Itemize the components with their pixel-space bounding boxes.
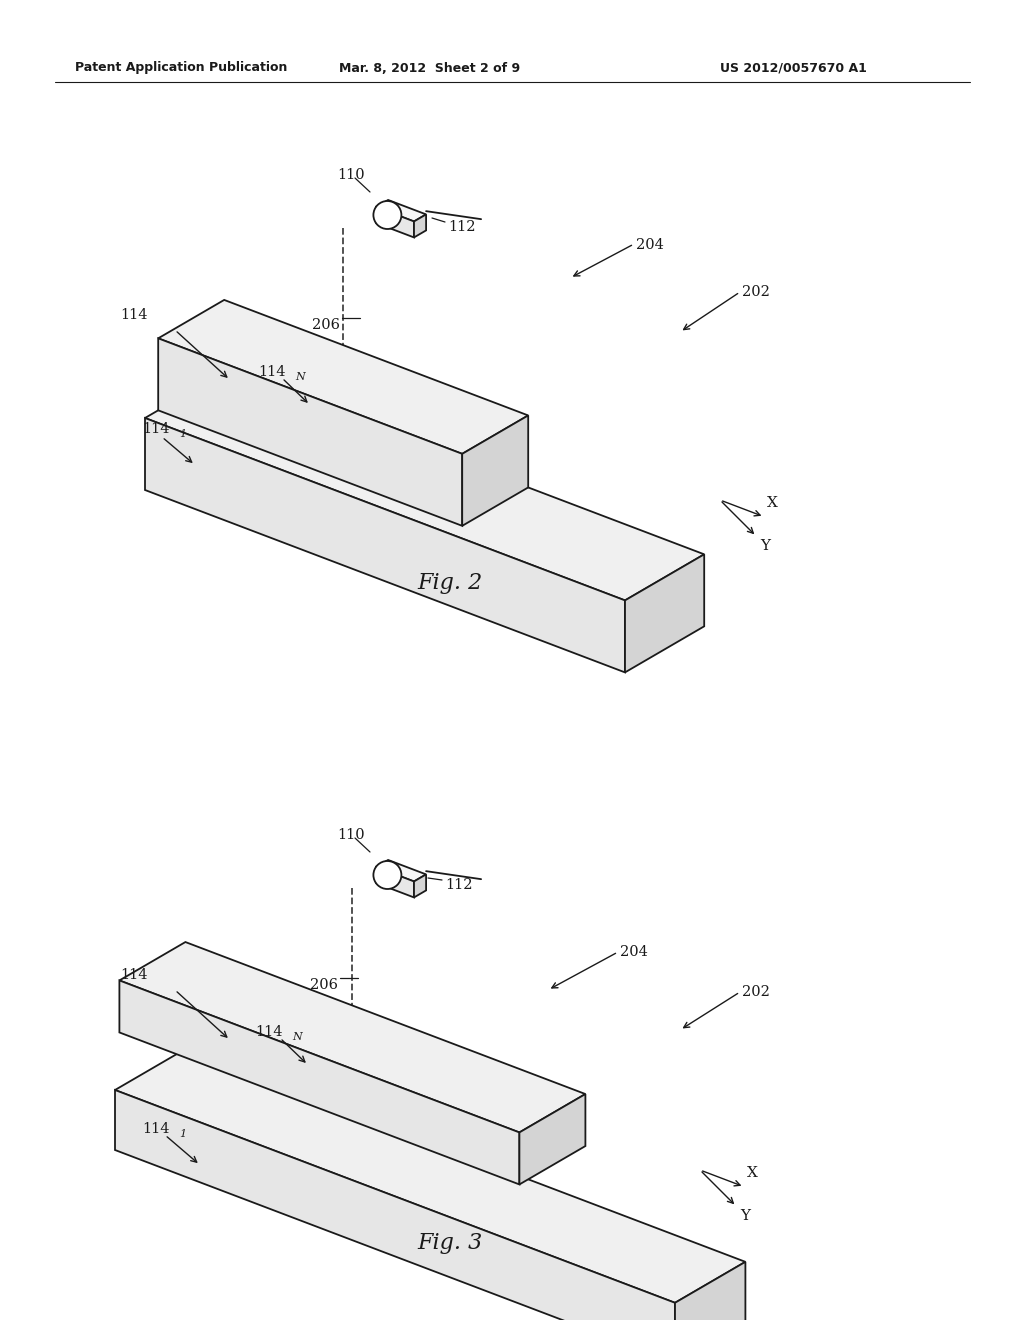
Text: 202: 202 bbox=[742, 285, 770, 300]
Text: 114: 114 bbox=[121, 968, 148, 982]
Text: 114: 114 bbox=[121, 308, 148, 322]
Text: 206: 206 bbox=[310, 978, 338, 993]
Polygon shape bbox=[120, 981, 519, 1184]
Polygon shape bbox=[519, 1094, 586, 1184]
Text: Mar. 8, 2012  Sheet 2 of 9: Mar. 8, 2012 Sheet 2 of 9 bbox=[339, 62, 520, 74]
Text: Patent Application Publication: Patent Application Publication bbox=[75, 62, 288, 74]
Text: X: X bbox=[746, 1166, 758, 1180]
Polygon shape bbox=[115, 1049, 745, 1303]
Text: 202: 202 bbox=[742, 985, 770, 999]
Polygon shape bbox=[158, 300, 528, 454]
Polygon shape bbox=[625, 554, 705, 672]
Text: 206: 206 bbox=[312, 318, 340, 333]
Text: 114: 114 bbox=[142, 422, 170, 436]
Polygon shape bbox=[414, 214, 426, 238]
Circle shape bbox=[374, 201, 401, 228]
Text: 114: 114 bbox=[258, 366, 286, 379]
Polygon shape bbox=[120, 942, 586, 1133]
Polygon shape bbox=[414, 874, 426, 898]
Text: 112: 112 bbox=[449, 220, 475, 234]
Text: Y: Y bbox=[740, 1209, 751, 1224]
Text: 1: 1 bbox=[179, 1129, 186, 1139]
Text: X: X bbox=[767, 496, 777, 510]
Text: 204: 204 bbox=[620, 945, 648, 960]
Polygon shape bbox=[115, 1090, 675, 1320]
Polygon shape bbox=[145, 372, 705, 601]
Polygon shape bbox=[376, 199, 426, 222]
Text: Y: Y bbox=[761, 540, 770, 553]
Polygon shape bbox=[376, 859, 426, 882]
Text: 114: 114 bbox=[142, 1122, 170, 1137]
Text: Fig. 2: Fig. 2 bbox=[418, 572, 482, 594]
Text: 204: 204 bbox=[636, 238, 664, 252]
Text: 114: 114 bbox=[255, 1026, 283, 1039]
Text: Fig. 3: Fig. 3 bbox=[418, 1232, 482, 1254]
Text: N: N bbox=[292, 1032, 302, 1041]
Circle shape bbox=[374, 861, 401, 888]
Text: 110: 110 bbox=[337, 168, 365, 182]
Polygon shape bbox=[376, 867, 414, 898]
Polygon shape bbox=[145, 418, 625, 672]
Polygon shape bbox=[158, 338, 462, 525]
Text: N: N bbox=[295, 372, 305, 381]
Text: 1: 1 bbox=[179, 429, 186, 440]
Text: 110: 110 bbox=[337, 828, 365, 842]
Text: 112: 112 bbox=[445, 878, 472, 892]
Polygon shape bbox=[675, 1262, 745, 1320]
Text: US 2012/0057670 A1: US 2012/0057670 A1 bbox=[720, 62, 867, 74]
Polygon shape bbox=[376, 207, 414, 238]
Polygon shape bbox=[462, 416, 528, 525]
